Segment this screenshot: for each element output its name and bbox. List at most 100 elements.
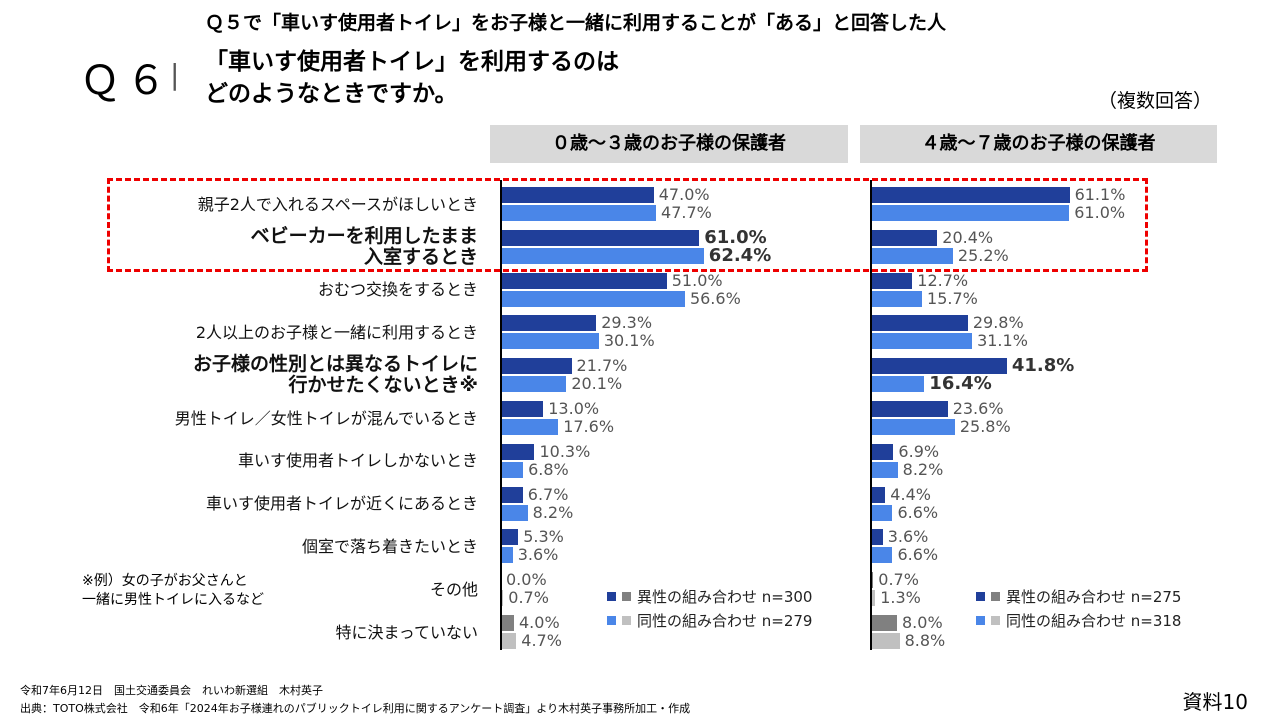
- bar-p1-s0: [871, 358, 1007, 375]
- data-label: 10.3%: [539, 441, 591, 461]
- category-label: 車いす使用者トイレが近くにあるとき: [205, 494, 478, 514]
- legend-swatch-blue: [607, 616, 616, 625]
- bar-p1-s1: [871, 461, 898, 478]
- legend-label: 同性の組み合わせ n=279: [637, 612, 813, 630]
- bar-p1-s0: [871, 572, 874, 589]
- legend-item: 同性の組み合わせ n=318: [976, 610, 1181, 631]
- bar-p0-s0: [501, 358, 572, 375]
- bar-p1-s0: [871, 401, 948, 417]
- bar-p0-s0: [501, 315, 597, 332]
- footer-date-line: 令和7年6月12日 国土交通委員会 れいわ新選組 木村英子: [20, 684, 323, 697]
- data-label: 62.4%: [708, 244, 772, 266]
- data-label: 61.1%: [1074, 185, 1126, 204]
- panel-header-0-3: ０歳～３歳のお子様の保護者: [490, 125, 848, 163]
- data-label: 47.0%: [658, 185, 710, 204]
- bar-p1-s0: [871, 529, 883, 546]
- bar-p1-s1: [871, 419, 955, 435]
- data-label: 61.0%: [704, 226, 767, 248]
- data-label: 51.0%: [671, 270, 723, 290]
- bar-p0-s1: [501, 590, 504, 607]
- question-number: Ｑ６: [80, 58, 172, 104]
- legend-item: 異性の組み合わせ n=275: [976, 586, 1181, 607]
- bar-p0-s1: [501, 547, 513, 564]
- axis-right-panel: [870, 180, 872, 650]
- document-label: 資料10: [1182, 690, 1248, 714]
- data-label: 8.2%: [532, 502, 574, 522]
- bar-p1-s0: [871, 229, 938, 246]
- data-label: 21.7%: [576, 356, 628, 376]
- data-label: 13.0%: [548, 399, 600, 418]
- title-separator: |: [170, 58, 180, 91]
- data-label: 25.2%: [957, 245, 1009, 265]
- bar-p1-s0: [871, 187, 1070, 203]
- data-label: 29.8%: [972, 313, 1024, 333]
- legend-swatch-blue: [607, 592, 616, 601]
- bar-p1-s1: [871, 547, 893, 564]
- bar-p0-s0: [501, 401, 544, 417]
- bar-p1-s1: [871, 247, 953, 264]
- data-label: 4.7%: [521, 631, 562, 650]
- category-label: 特に決まっていない: [335, 622, 478, 642]
- category-label: 車いす使用者トイレしかないとき: [237, 451, 478, 471]
- category-label: 個室で落ち着きたいとき: [301, 536, 478, 556]
- data-label: 8.2%: [902, 459, 944, 479]
- data-label: 56.6%: [689, 288, 741, 308]
- data-label: 8.0%: [902, 613, 943, 632]
- legend-swatch-gray: [991, 592, 1000, 601]
- bar-p1-s1: [871, 504, 893, 521]
- bar-p0-s0: [501, 529, 519, 546]
- data-label: 6.7%: [527, 484, 569, 504]
- bar-p0-s0: [501, 272, 667, 289]
- data-label: 17.6%: [563, 417, 615, 436]
- bar-p0-s0: [501, 486, 523, 503]
- multiple-answer-label: （複数回答）: [1098, 90, 1213, 112]
- respondent-condition: Ｑ５で「車いす使用者トイレ」をお子様と一緒に利用することが「ある」と回答した人: [205, 12, 947, 34]
- legend-swatch-gray: [622, 616, 631, 625]
- data-label: 16.4%: [929, 373, 992, 395]
- data-label: 0.0%: [506, 570, 547, 590]
- bar-p0-s0: [501, 187, 654, 203]
- data-label: 29.3%: [601, 313, 653, 333]
- data-label: 23.6%: [952, 399, 1004, 418]
- data-label: 1.3%: [880, 588, 921, 608]
- bar-p1-s1: [871, 376, 925, 393]
- data-label: 47.7%: [661, 203, 712, 222]
- data-label: 30.1%: [603, 331, 655, 351]
- data-label: 31.1%: [977, 331, 1028, 351]
- bar-p0-s1: [501, 333, 599, 350]
- legend-swatch-blue: [976, 592, 985, 601]
- data-label: 3.6%: [887, 527, 929, 547]
- bar-p0-s1: [501, 461, 524, 478]
- category-label: ベビーカーを利用したまま 入室するとき: [250, 224, 478, 268]
- bar-p0-s0: [501, 443, 535, 460]
- data-label: 5.3%: [523, 527, 564, 547]
- data-label: 12.7%: [917, 270, 969, 290]
- legend-item: 異性の組み合わせ n=300: [607, 586, 812, 607]
- data-label: 6.6%: [897, 502, 939, 522]
- data-label: 20.4%: [942, 227, 994, 247]
- bar-p0-s1: [501, 504, 528, 521]
- bar-p0-s1: [501, 633, 517, 649]
- data-label: 6.8%: [528, 459, 569, 479]
- category-label: 親子2人で入れるスペースがほしいとき: [197, 194, 478, 214]
- data-label: 4.0%: [519, 613, 560, 632]
- data-label: 20.1%: [571, 374, 623, 394]
- bar-p0-s1: [501, 205, 657, 221]
- data-label: 3.6%: [517, 545, 559, 565]
- axis-left-panel: [500, 180, 502, 650]
- footer-source-line: 出典：TOTO株式会社 令和6年「2024年お子様連れのパブリックトイレ利用に関…: [20, 702, 691, 715]
- bar-p0-s0: [501, 615, 514, 631]
- category-label: お子様の性別とは異なるトイレに 行かせたくないとき※: [192, 353, 478, 397]
- data-label: 15.7%: [927, 288, 978, 308]
- panel-header-4-7: ４歳～７歳のお子様の保護者: [860, 125, 1217, 163]
- category-label: 男性トイレ／女性トイレが混んでいるとき: [174, 408, 478, 428]
- legend-swatch-gray: [991, 616, 1000, 625]
- bar-p1-s0: [871, 315, 968, 332]
- data-label: 6.6%: [897, 545, 939, 565]
- category-label: その他: [429, 579, 478, 599]
- bar-p0-s1: [501, 247, 704, 264]
- bar-p1-s0: [871, 486, 886, 503]
- footnote-example: ※例）女の子がお父さんと 一緒に男性トイレに入るなど: [82, 573, 264, 608]
- legend-label: 異性の組み合わせ n=300: [637, 588, 813, 606]
- bar-p1-s1: [871, 205, 1070, 221]
